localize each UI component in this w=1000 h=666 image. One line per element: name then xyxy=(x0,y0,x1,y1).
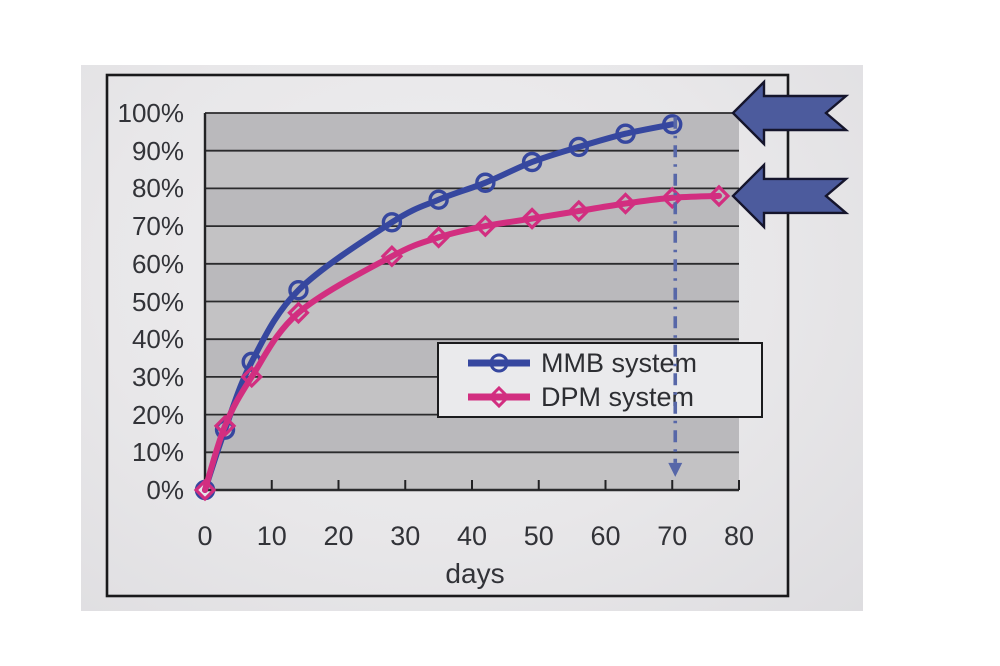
marker-circle-mmb-system xyxy=(428,189,449,210)
y-tick-label-90: 90% xyxy=(131,135,184,166)
marker-circle-mmb-system xyxy=(615,123,636,144)
y-tick-label-0: 0% xyxy=(146,475,184,505)
x-tick-label-60: 60 xyxy=(590,521,621,551)
legend-label-mmb-system: MMB system xyxy=(541,347,698,378)
y-tick-label-60: 60% xyxy=(131,248,184,279)
x-tick-label-0: 0 xyxy=(197,521,213,551)
marker-circle-mmb-system xyxy=(475,172,496,193)
marker-diamond-dpm-system xyxy=(567,199,591,223)
marker-diamond-dpm-system xyxy=(380,244,404,268)
legend-marker-circle-icon xyxy=(468,353,530,373)
marker-diamond-dpm-system xyxy=(427,226,450,249)
x-tick-label-40: 40 xyxy=(456,521,488,551)
marker-diamond-dpm-system xyxy=(707,184,731,208)
x-tick-label-50: 50 xyxy=(523,521,554,551)
marker-circle-mmb-system xyxy=(288,279,309,301)
marker-diamond-dpm-system xyxy=(240,365,263,389)
y-tick-label-20: 20% xyxy=(131,399,184,430)
y-tick-label-10: 10% xyxy=(131,437,184,468)
legend-circle-sample xyxy=(489,353,509,373)
plot-band xyxy=(205,226,739,264)
y-tick-label-80: 80% xyxy=(131,173,184,204)
marker-circle-mmb-system xyxy=(662,114,683,135)
marker-diamond-dpm-system xyxy=(213,414,237,438)
marker-diamond-dpm-system xyxy=(520,207,544,230)
x-tick-label-30: 30 xyxy=(390,521,421,551)
x-tick-label-10: 10 xyxy=(256,521,287,551)
y-tick-label-30: 30% xyxy=(131,361,184,392)
x-tick-label-20: 20 xyxy=(323,521,354,551)
marker-diamond-dpm-system xyxy=(660,186,684,210)
marker-circle-mmb-system xyxy=(568,136,589,158)
marker-diamond-dpm-system xyxy=(193,478,217,502)
x-axis-title: days xyxy=(445,558,505,589)
plot-band xyxy=(205,188,739,227)
marker-diamond-dpm-system xyxy=(614,192,637,215)
y-tick-label-40: 40% xyxy=(131,324,184,355)
dashdot-arrowhead-down-icon xyxy=(668,462,683,477)
chart-outer-border xyxy=(105,73,790,598)
legend-box: MMB system DPM system xyxy=(437,342,763,418)
plot-band xyxy=(205,113,739,151)
y-tick-label-50: 50% xyxy=(131,286,184,317)
legend-label-dpm-system: DPM system xyxy=(541,381,695,412)
legend-item-dpm-system: DPM system xyxy=(467,380,761,414)
x-tick-label-70: 70 xyxy=(657,521,688,551)
plot-band xyxy=(205,150,739,189)
legend-marker-diamond-icon xyxy=(468,385,530,409)
x-tick-label-80: 80 xyxy=(723,521,755,551)
legend-item-mmb-system: MMB system xyxy=(467,346,761,380)
marker-diamond-dpm-system xyxy=(474,214,497,238)
legend-diamond-sample xyxy=(487,385,511,409)
block-arrow-left-icon-2 xyxy=(731,162,850,230)
marker-circle-mmb-system xyxy=(521,151,543,173)
plot-band xyxy=(205,414,739,453)
marker-circle-mmb-system xyxy=(381,212,403,233)
y-tick-label-70: 70% xyxy=(131,211,184,242)
block-arrow-left-icon-1 xyxy=(731,79,850,147)
marker-diamond-dpm-system xyxy=(287,301,310,325)
y-tick-label-100: 100% xyxy=(117,98,185,128)
